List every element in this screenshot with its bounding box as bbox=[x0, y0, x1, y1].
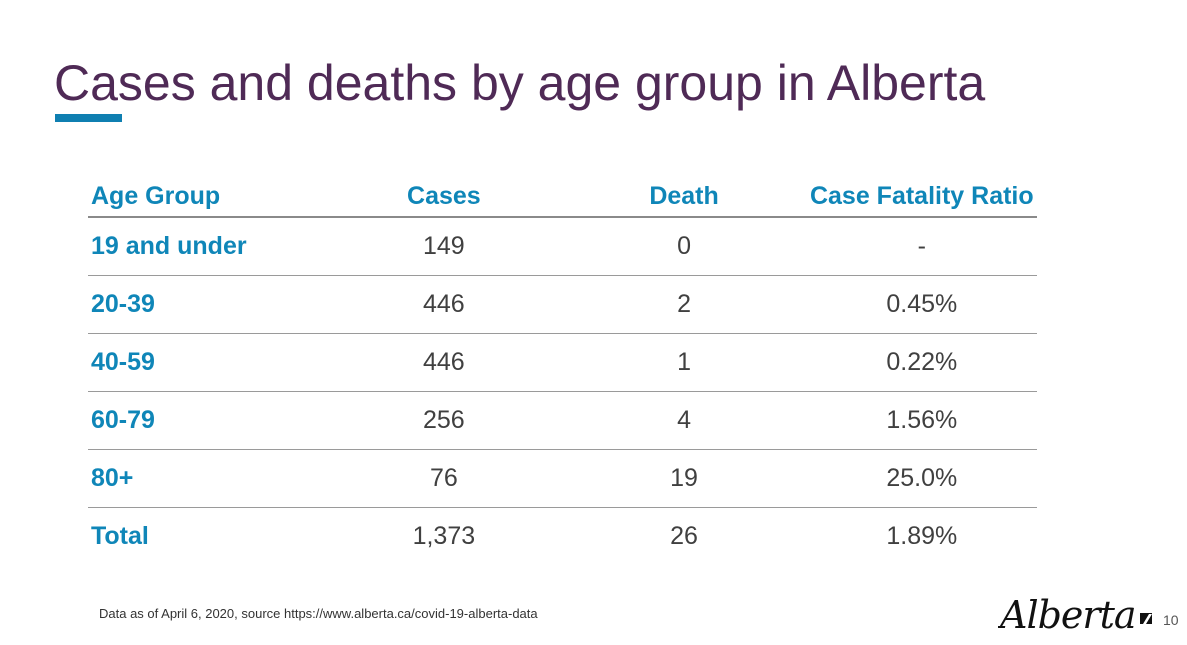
cell-age-group: 20-39 bbox=[88, 275, 327, 334]
cell-death: 0 bbox=[561, 217, 807, 276]
cell-death: 4 bbox=[561, 391, 807, 450]
cell-death: 1 bbox=[561, 333, 807, 392]
table-header-row: Age Group Cases Death Case Fatality Rati… bbox=[88, 148, 1037, 218]
cell-age-group: 19 and under bbox=[88, 217, 327, 276]
cell-cases: 446 bbox=[326, 275, 562, 334]
table-row-total: Total 1,373 26 1.89% bbox=[88, 508, 1037, 566]
cell-death: 2 bbox=[561, 275, 807, 334]
table-row: 80+ 76 19 25.0% bbox=[88, 449, 1037, 508]
table-row: 20-39 446 2 0.45% bbox=[88, 275, 1037, 334]
cell-cases: 149 bbox=[326, 217, 562, 276]
cell-cfr: 25.0% bbox=[806, 449, 1037, 508]
cell-cases: 256 bbox=[326, 391, 562, 450]
header-age-group: Age Group bbox=[88, 148, 327, 218]
page-number: 10 bbox=[1163, 612, 1179, 628]
cell-age-group: Total bbox=[91, 522, 149, 550]
header-death: Death bbox=[561, 148, 807, 218]
cell-cases: 76 bbox=[326, 449, 562, 508]
cell-cfr: - bbox=[806, 217, 1037, 276]
cell-death: 19 bbox=[561, 449, 807, 508]
table-row: 60-79 256 4 1.56% bbox=[88, 391, 1037, 450]
cell-age-group: 40-59 bbox=[88, 333, 327, 392]
title-accent-bar bbox=[55, 114, 122, 122]
cell-age-group: 80+ bbox=[88, 449, 327, 508]
cell-cases: 446 bbox=[326, 333, 562, 392]
svg-text:Alberta: Alberta bbox=[998, 593, 1136, 637]
source-footnote: Data as of April 6, 2020, source https:/… bbox=[99, 606, 538, 621]
slide-title: Cases and deaths by age group in Alberta bbox=[54, 55, 986, 111]
cell-cases: 1,373 bbox=[412, 522, 476, 550]
cell-cfr: 0.22% bbox=[806, 333, 1037, 392]
cell-cfr: 1.89% bbox=[886, 522, 958, 550]
table-row: 19 and under 149 0 - bbox=[88, 217, 1037, 276]
header-cases: Cases bbox=[326, 148, 562, 218]
cell-age-group: 60-79 bbox=[88, 391, 327, 450]
cell-cfr: 0.45% bbox=[806, 275, 1037, 334]
alberta-logo: Alberta bbox=[998, 593, 1152, 637]
cell-death: 26 bbox=[670, 522, 698, 550]
cell-cfr: 1.56% bbox=[806, 391, 1037, 450]
header-case-fatality-ratio: Case Fatality Ratio bbox=[806, 148, 1037, 218]
age-group-table: Age Group Cases Death Case Fatality Rati… bbox=[88, 148, 1037, 565]
table-row: 40-59 446 1 0.22% bbox=[88, 333, 1037, 392]
